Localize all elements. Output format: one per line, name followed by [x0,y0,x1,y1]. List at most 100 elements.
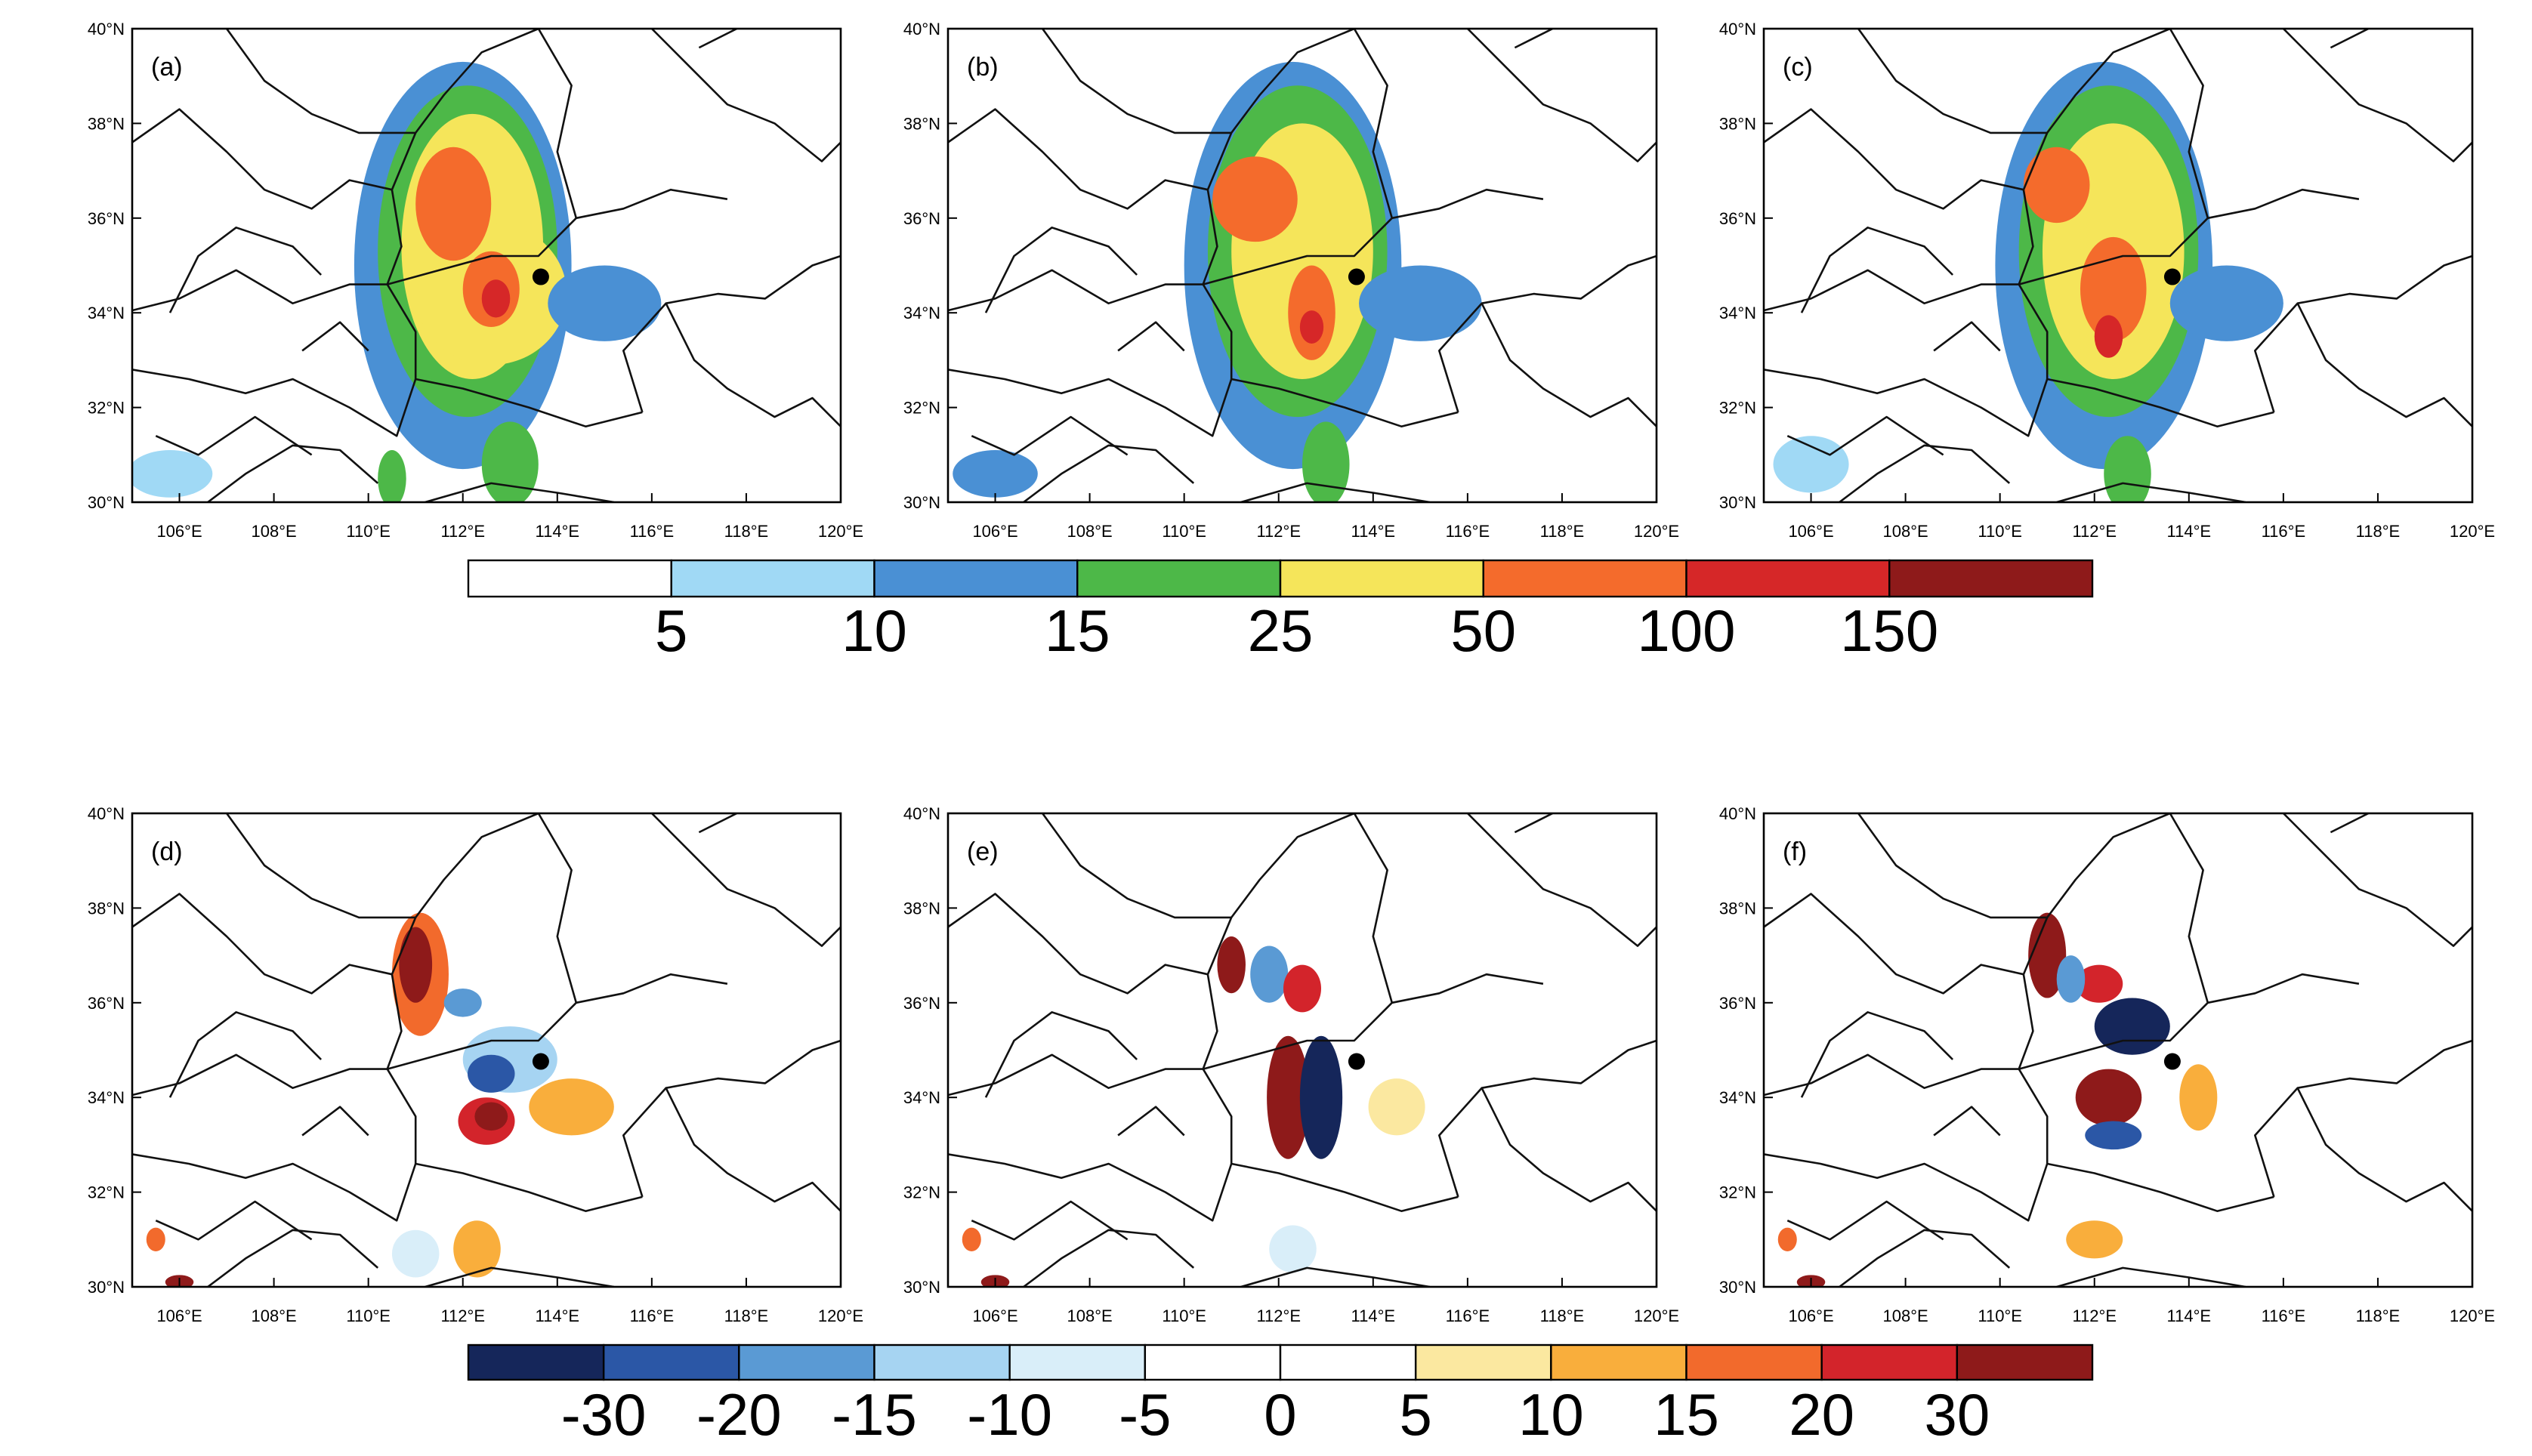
province-boundary [1800,1011,1954,1098]
field-contour [1299,1035,1343,1159]
colorbar-label: 15 [1045,597,1110,664]
field-layer [132,813,841,1287]
map-panel: (e) 106°E 108°E 110°E 112°E 114°E 116°E 118°E 12… [903,804,1679,1325]
colorbar-swatch [1144,1343,1282,1381]
field-contour [1299,310,1324,344]
y-tick-label: 38°N [903,899,940,918]
province-boundary [1240,482,1431,502]
y-tick-label: 36°N [903,209,940,228]
y-tick-label: 38°N [1719,899,1756,918]
y-tick-label: 30°N [88,1278,125,1297]
colorbar-swatch [670,559,875,598]
province-boundary [2169,813,2209,1004]
field-contour [1777,1227,1797,1251]
colorbar-swatch [1820,1343,1959,1381]
province-boundary [301,321,369,352]
province-boundary [1839,1229,2011,1287]
y-tick-label: 32°N [903,399,940,418]
province-boundary [2018,188,2360,285]
panel-label: (b) [967,53,999,82]
province-boundary [1764,108,2024,210]
x-tick-label: 116°E [2262,1306,2306,1325]
colorbar-label: 100 [1637,597,1735,664]
x-tick-label: 106°E [972,1306,1017,1325]
field-contour [1250,945,1289,1003]
y-tick-label: 40°N [1719,20,1756,39]
field-contour [415,147,492,261]
panel-label: (d) [151,838,183,866]
x-tick-label: 114°E [1351,1306,1396,1325]
field-contour [1269,1225,1317,1273]
colorbar-swatch [1008,1343,1147,1381]
x-tick-label: 118°E [724,522,769,541]
colorbar-swatch [1956,1343,2094,1381]
x-tick-label: 112°E [1256,522,1301,541]
province-boundary [1117,321,1185,352]
field-contour [2169,265,2283,341]
field-layer [1764,813,2472,1287]
x-tick-label: 108°E [252,522,297,541]
field-contour [481,421,539,502]
x-tick-label: 112°E [2072,522,2117,541]
y-tick-label: 38°N [903,114,940,133]
province-boundary [971,415,1129,456]
x-tick-label: 120°E [1634,522,1679,541]
y-tick-label: 30°N [88,493,125,512]
province-boundary [1764,369,2049,437]
field-contour [2056,955,2086,1003]
field-contour [2028,912,2067,998]
x-tick-label: 116°E [630,522,675,541]
map-panel: (d) 106°E 108°E 110°E 112°E 114°E 116°E 118°E 12… [88,804,863,1325]
field-contour [1283,964,1322,1013]
province-boundary [132,1053,388,1097]
y-tick-label: 34°N [88,304,125,322]
province-boundary [537,29,578,219]
x-tick-label: 114°E [2167,522,2212,541]
field-contour [453,1220,501,1278]
x-tick-label: 108°E [1883,522,1928,541]
province-boundary [1023,1229,1195,1287]
province-boundary [1203,188,1544,285]
field-contour [2179,1064,2218,1131]
y-tick-label: 34°N [903,1088,940,1107]
province-boundary [425,1266,615,1287]
province-boundary [2169,29,2209,219]
field-contour [1302,421,1350,502]
province-boundary [1481,1087,1657,1212]
colorbars: 5 10 15 25 50 100 150 -30 -20 -15 -10 -5 0 5 10 15 20 30 [467,559,2094,1448]
province-boundary [1438,1039,1657,1198]
province-boundary [650,813,841,947]
province-boundary [1466,813,1657,947]
province-boundary [971,1200,1129,1241]
colorbar-label: -5 [1119,1381,1171,1448]
field-contour [2066,1220,2123,1259]
map-panel: (f) 106°E 108°E 110°E 112°E 114°E 116°E 118°E 12… [1719,804,2495,1325]
province-boundary [1514,29,1553,49]
y-tick-label: 30°N [1719,1278,1756,1297]
province-boundary [1764,1153,2049,1222]
x-tick-label: 112°E [440,1306,485,1325]
y-tick-label: 30°N [1719,493,1756,512]
y-tick-label: 32°N [903,1183,940,1202]
colorbar-swatch [873,559,1079,598]
province-boundary [2296,1087,2472,1212]
y-tick-label: 38°N [88,899,125,918]
colorbar-swatch [1414,1343,1552,1381]
province-boundary [132,108,393,210]
field-layer [948,813,1657,1287]
province-boundary [1481,303,1657,427]
province-boundary [132,893,393,995]
province-boundary [425,482,615,502]
x-tick-label: 120°E [2450,522,2495,541]
y-tick-label: 30°N [903,493,940,512]
province-boundary [132,269,388,312]
province-boundary [1839,444,2011,502]
x-tick-label: 106°E [1788,522,1833,541]
x-tick-label: 116°E [2262,522,2306,541]
province-boundary [2018,973,2360,1070]
station-marker [1348,268,1365,285]
colorbar-label: -20 [696,1381,782,1448]
colorbar-label: -30 [561,1381,647,1448]
province-boundary [1786,1200,1944,1241]
province-boundary [2056,1266,2246,1287]
